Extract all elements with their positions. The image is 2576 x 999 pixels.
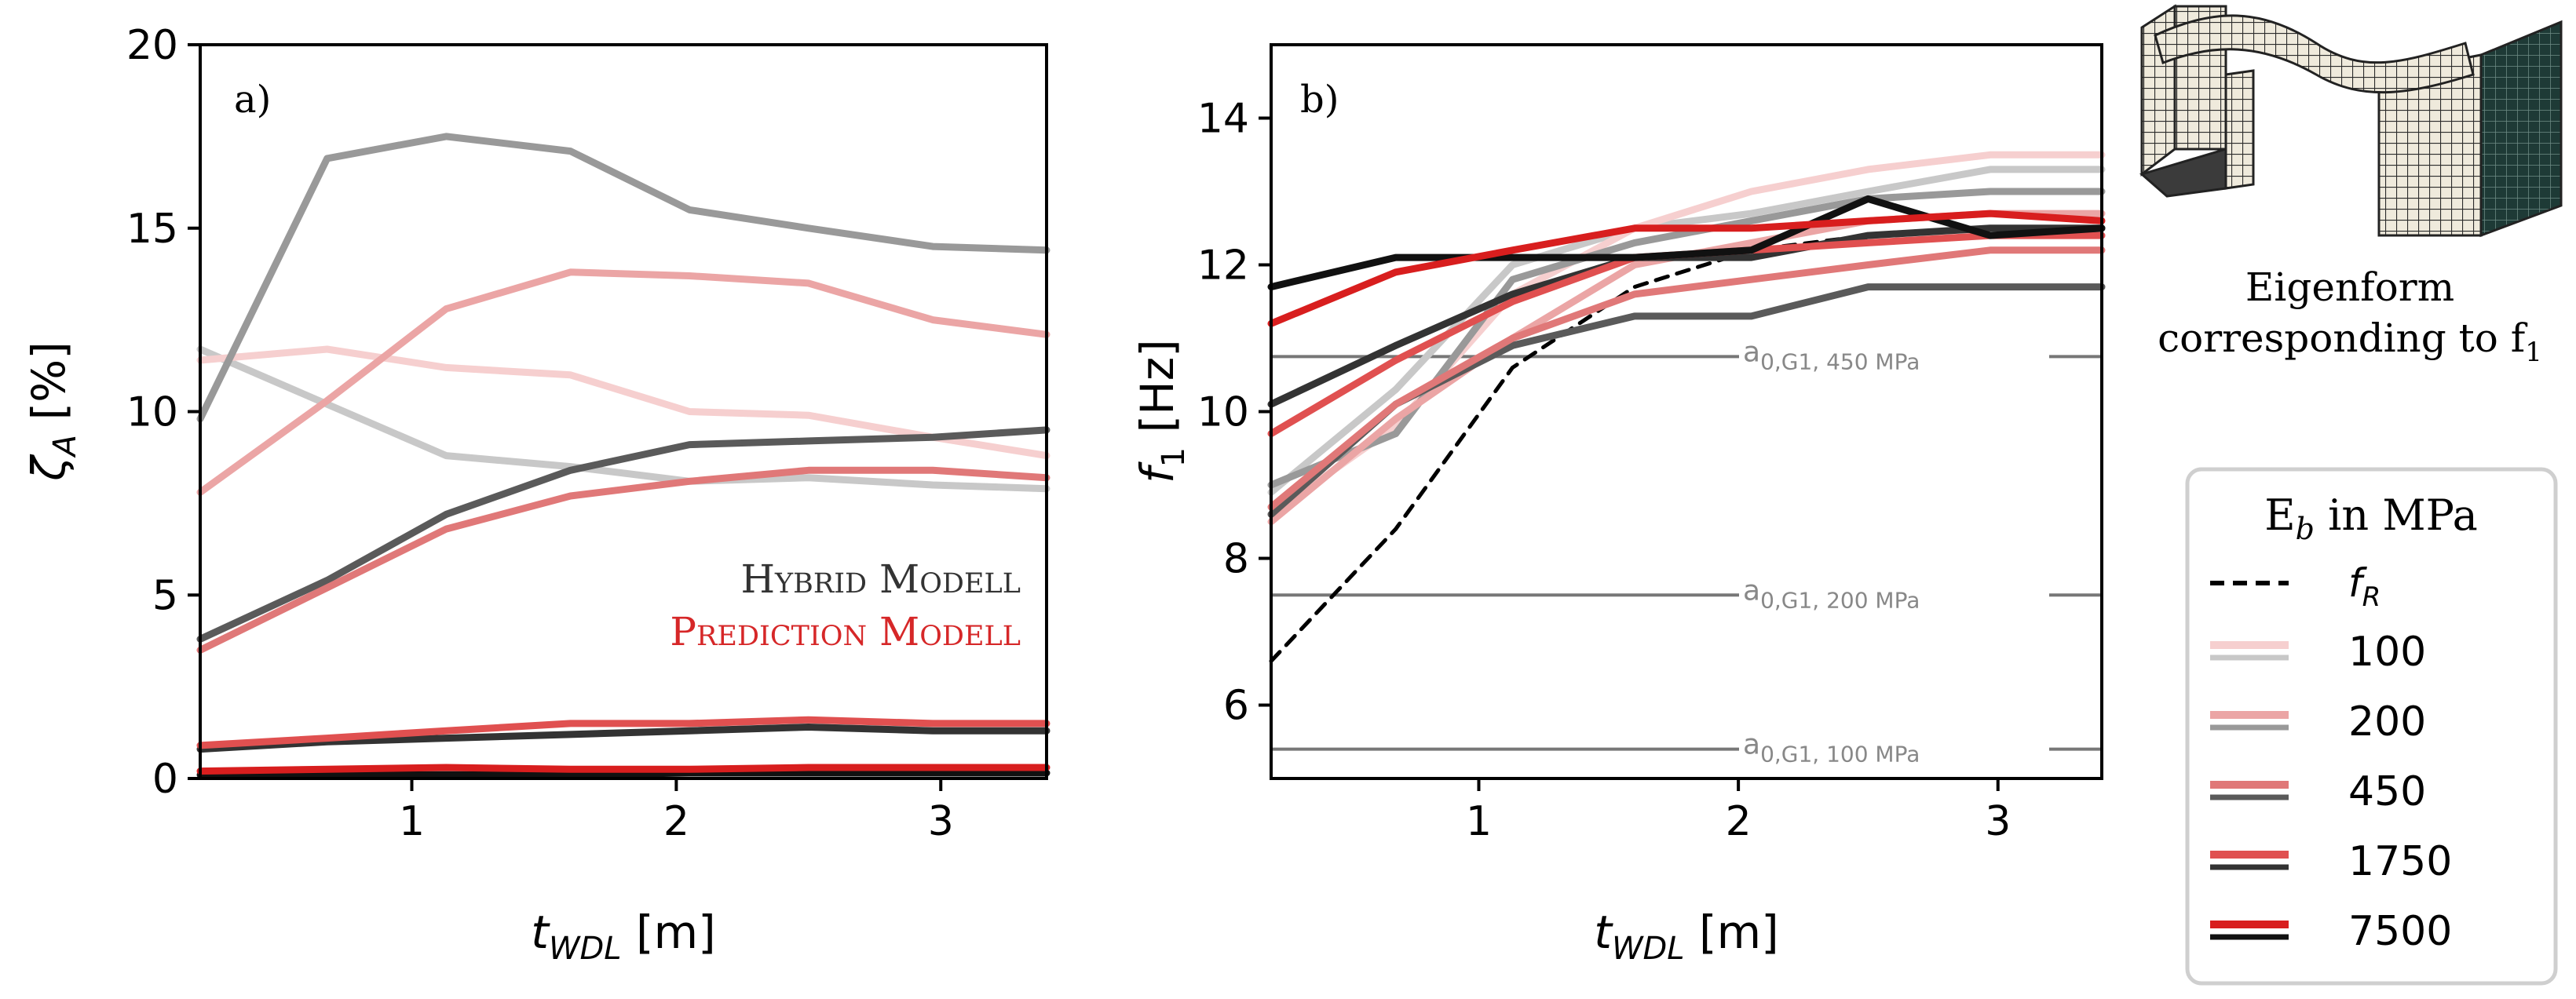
panel-a-y-tick-label: 5 — [152, 572, 178, 619]
panel-a-y-tick-label: 0 — [152, 756, 178, 803]
panel-a-series-line-prediction-100 — [196, 345, 1050, 460]
panel-a-series-line-hybrid-1750 — [196, 724, 1050, 753]
panel-b-frame — [1270, 43, 2103, 780]
panel-b-y-tick-label: 8 — [1223, 536, 1249, 583]
ref-label-bg-100 — [1739, 722, 2049, 764]
panel-b-series-line-prediction-450 — [1267, 246, 2106, 511]
panel-b-y-tick-label: 12 — [1197, 242, 1249, 290]
panel-a-series-line-hybrid-200 — [196, 133, 1050, 423]
panel-a-damping-chart: 1 2 3 0 5 10 15 20 a) Hybrid Modell Prediction … — [22, 22, 1050, 967]
panel-b-series-line-prediction-7500 — [1267, 210, 2106, 327]
eigenform-caption-line2: corresponding to f1 — [2158, 315, 2542, 368]
panel-a-y-tick-label: 15 — [126, 206, 178, 253]
ref-label-200: a0,G1, 200 MPa — [1743, 574, 1920, 613]
panel-a-series-group — [196, 133, 1050, 778]
panel-b-x-tick-label: 2 — [1726, 798, 1752, 845]
panel-b-y-tick-label: 10 — [1197, 389, 1249, 436]
panel-b-x-tick-label: 3 — [1985, 798, 2011, 845]
eigenform-right-block-side — [2479, 20, 2563, 238]
ref-label-450: a0,G1, 450 MPa — [1743, 336, 1920, 374]
panel-a-series-line-prediction-450 — [196, 466, 1050, 654]
eigenform-deformed-slab — [2154, 14, 2475, 94]
panel-b-xlabel-sub: WDL — [1612, 931, 1685, 967]
panel-a-series-line-prediction-1750 — [196, 716, 1050, 749]
legend-title: Eb in MPa — [2264, 490, 2478, 546]
legend-title-sub: b — [2296, 512, 2315, 546]
eigenform-illustration: Eigenform corresponding to f1 — [2139, 4, 2563, 368]
panel-a-series-line-hybrid-450 — [196, 426, 1050, 643]
panel-a-x-tick-label: 3 — [928, 798, 954, 845]
panel-a-xlabel-unit: [m] — [622, 906, 716, 959]
ref-label-100: a0,G1, 100 MPa — [1743, 729, 1920, 767]
panel-a-label: a) — [234, 78, 271, 122]
panel-a-ylabel-sub: A — [47, 435, 83, 458]
panel-b-frequency-chart: a0,G1, 450 MPa a0,G1, 200 MPa a0,G1, 100… — [1131, 43, 2106, 967]
panel-b-xlabel-symbol: t — [1594, 906, 1613, 959]
panel-b-ylabel-unit: [Hz] — [1131, 339, 1184, 447]
panel-a-axis-ticks: 1 2 3 0 5 10 15 20 — [126, 22, 954, 845]
eigenform-base — [2139, 147, 2227, 198]
panel-a-ylabel-symbol: ζ — [22, 454, 75, 482]
panel-b-x-tick-label: 1 — [1466, 798, 1492, 845]
panel-a-frame — [199, 43, 1048, 780]
panel-b-reference-lines: a0,G1, 450 MPa a0,G1, 200 MPa a0,G1, 100… — [1271, 330, 2102, 767]
panel-a-series-line-prediction-7500 — [196, 764, 1050, 775]
panel-b-label: b) — [1300, 78, 1339, 122]
panel-a-series-line-hybrid-100 — [196, 345, 1050, 493]
panel-b-series-group — [1267, 151, 2106, 663]
panel-a-x-axis-label: tWDL [m] — [531, 906, 716, 967]
ref-label-100-sub: 0,G1, 100 MPa — [1760, 742, 1920, 767]
legend-entry-label-450: 450 — [2348, 768, 2426, 815]
panel-b-ylabel-sub: 1 — [1156, 447, 1192, 467]
panel-a-xlabel-sub: WDL — [549, 931, 622, 967]
eigenform-caption-sub: 1 — [2525, 337, 2542, 368]
panel-b-y-axis-label: f1 [Hz] — [1131, 339, 1192, 483]
panel-a-series-line-hybrid-7500 — [196, 769, 1050, 778]
ref-label-200-sub: 0,G1, 200 MPa — [1760, 587, 1920, 613]
panel-a-x-tick-label: 2 — [663, 798, 689, 845]
hybrid-modell-annotation: Hybrid Modell — [740, 556, 1021, 602]
eigenform-inner-wall — [2224, 69, 2255, 190]
legend-entry-label-100: 100 — [2348, 629, 2426, 676]
legend-title-rest: in MPa — [2315, 490, 2478, 540]
ref-label-200-main: a — [1743, 574, 1760, 607]
panel-b-x-axis-label: tWDL [m] — [1594, 906, 1779, 967]
legend-fr-sub: R — [2362, 582, 2381, 613]
legend-entries: 100 200 450 1750 7500 — [2210, 629, 2452, 955]
panel-a-y-tick-label: 10 — [126, 389, 178, 436]
legend-title-main: E — [2264, 490, 2295, 540]
panel-b-series-line-hybrid-100 — [1267, 166, 2106, 496]
panel-a-series-line-prediction-200 — [196, 268, 1050, 496]
panel-b-y-tick-label: 14 — [1197, 96, 1249, 143]
panel-a-xlabel-symbol: t — [531, 906, 550, 959]
panel-b-y-tick-label: 6 — [1223, 683, 1249, 730]
prediction-modell-annotation: Prediction Modell — [670, 609, 1021, 654]
legend-entry-label-1750: 1750 — [2348, 838, 2452, 885]
ref-label-450-sub: 0,G1, 450 MPa — [1760, 348, 1920, 374]
ref-label-100-main: a — [1743, 729, 1760, 761]
panel-a-y-tick-label: 20 — [126, 22, 178, 69]
legend-entry-label-200: 200 — [2348, 698, 2426, 746]
panel-b-xlabel-unit: [m] — [1685, 906, 1779, 959]
ref-label-bg-200 — [1739, 568, 2049, 610]
ref-label-bg-450 — [1739, 330, 2049, 371]
eigenform-caption-line1: Eigenform — [2245, 264, 2454, 310]
panel-a-ylabel-unit: [%] — [22, 341, 75, 435]
panel-a-y-axis-label: ζA [%] — [22, 341, 83, 482]
panel-a-x-tick-label: 1 — [399, 798, 425, 845]
panel-b-series-line-hybrid-7500 — [1267, 195, 2106, 291]
eigenform-caption-text: corresponding to f — [2158, 315, 2528, 361]
ref-label-450-main: a — [1743, 336, 1760, 368]
legend-entry-label-7500: 7500 — [2348, 908, 2452, 955]
